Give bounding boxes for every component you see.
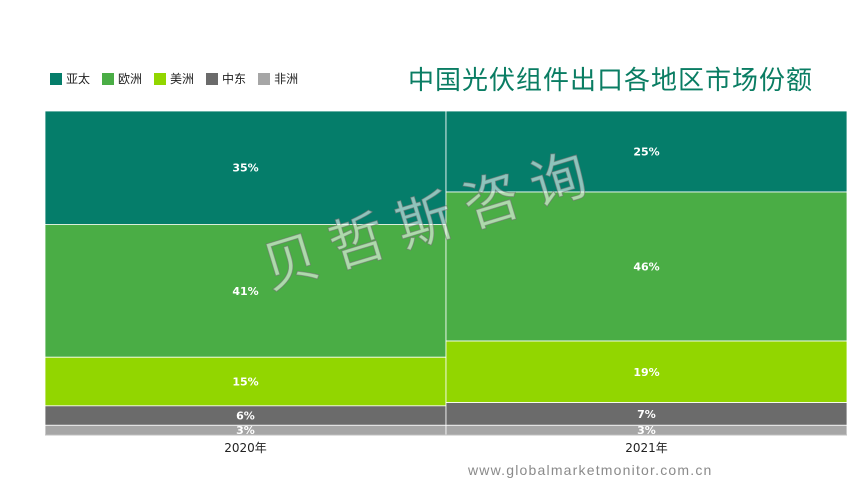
legend-label: 中东 <box>222 72 247 86</box>
legend-item: 美洲 <box>154 70 194 87</box>
bar-segment <box>44 223 447 358</box>
legend-swatch <box>102 72 115 85</box>
data-label: 7% <box>637 408 656 421</box>
data-label: 41% <box>232 285 258 298</box>
legend-swatch <box>50 72 62 85</box>
legend-swatch <box>258 72 271 85</box>
data-label: 19% <box>633 366 659 379</box>
legend-label: 亚太 <box>66 72 91 86</box>
legend-label: 非洲 <box>274 72 299 86</box>
legend-item: 非洲 <box>258 70 298 87</box>
legend-item: 欧洲 <box>102 70 142 87</box>
bar-segment <box>44 356 447 407</box>
bar-segment <box>44 110 447 225</box>
data-label: 35% <box>232 162 258 175</box>
chart-title: 中国光伏组件出口各地区市场份额 <box>407 66 813 96</box>
bar-segment <box>445 110 848 193</box>
footer-url: www.globalmarketmonitor.com.cn <box>468 462 713 478</box>
legend-item: 中东 <box>206 70 246 87</box>
data-label: 46% <box>633 261 659 274</box>
x-tick-label: 2020年 <box>224 441 267 455</box>
bar-segment <box>445 340 848 404</box>
chart-legend: 亚太 欧洲 美洲 中东 非洲 <box>50 70 298 87</box>
legend-swatch <box>154 72 167 85</box>
data-label: 15% <box>232 376 258 389</box>
legend-swatch <box>206 72 219 85</box>
data-label: 6% <box>236 410 255 423</box>
x-tick-label: 2021年 <box>625 441 668 455</box>
data-label: 3% <box>236 424 255 437</box>
data-label: 3% <box>637 424 656 437</box>
legend-label: 欧洲 <box>118 72 143 86</box>
bar-segment <box>445 191 848 342</box>
data-label: 25% <box>633 146 659 159</box>
legend-label: 美洲 <box>170 72 195 86</box>
legend-item: 亚太 <box>50 70 90 87</box>
